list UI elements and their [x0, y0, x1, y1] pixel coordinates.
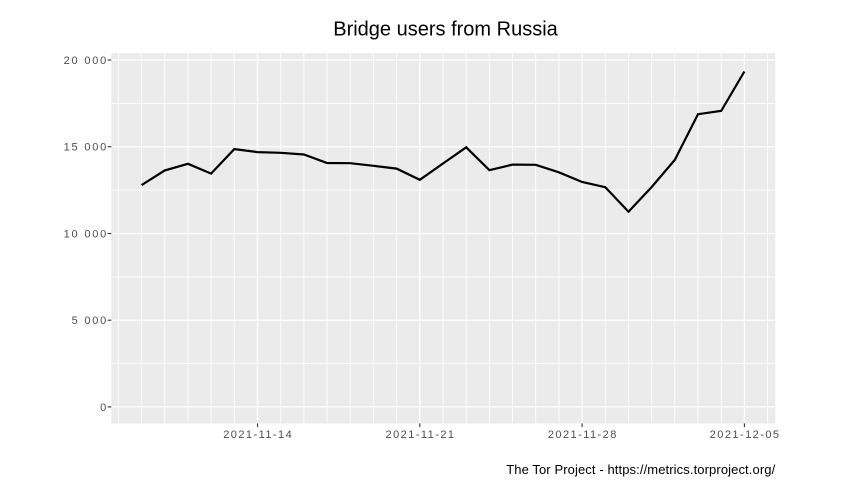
svg-text:5 000: 5 000 — [72, 315, 109, 327]
svg-text:The Tor Project - https://metr: The Tor Project - https://metrics.torpro… — [506, 462, 775, 477]
svg-text:2021-11-14: 2021-11-14 — [223, 429, 293, 441]
svg-text:0: 0 — [100, 402, 108, 414]
svg-text:20 000: 20 000 — [64, 55, 108, 67]
svg-text:Bridge users from Russia: Bridge users from Russia — [333, 19, 558, 41]
svg-text:2021-11-28: 2021-11-28 — [548, 429, 618, 441]
svg-text:2021-11-21: 2021-11-21 — [386, 429, 456, 441]
svg-text:15 000: 15 000 — [64, 142, 108, 154]
svg-text:10 000: 10 000 — [64, 228, 108, 240]
svg-text:2021-12-05: 2021-12-05 — [710, 429, 781, 441]
